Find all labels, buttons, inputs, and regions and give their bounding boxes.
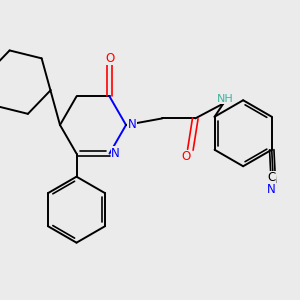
- Text: NH: NH: [217, 94, 234, 103]
- Text: N: N: [128, 118, 136, 131]
- Text: N: N: [111, 147, 120, 160]
- Text: O: O: [105, 52, 114, 64]
- Text: N: N: [267, 183, 276, 196]
- Text: C: C: [267, 171, 275, 184]
- Text: O: O: [182, 150, 191, 163]
